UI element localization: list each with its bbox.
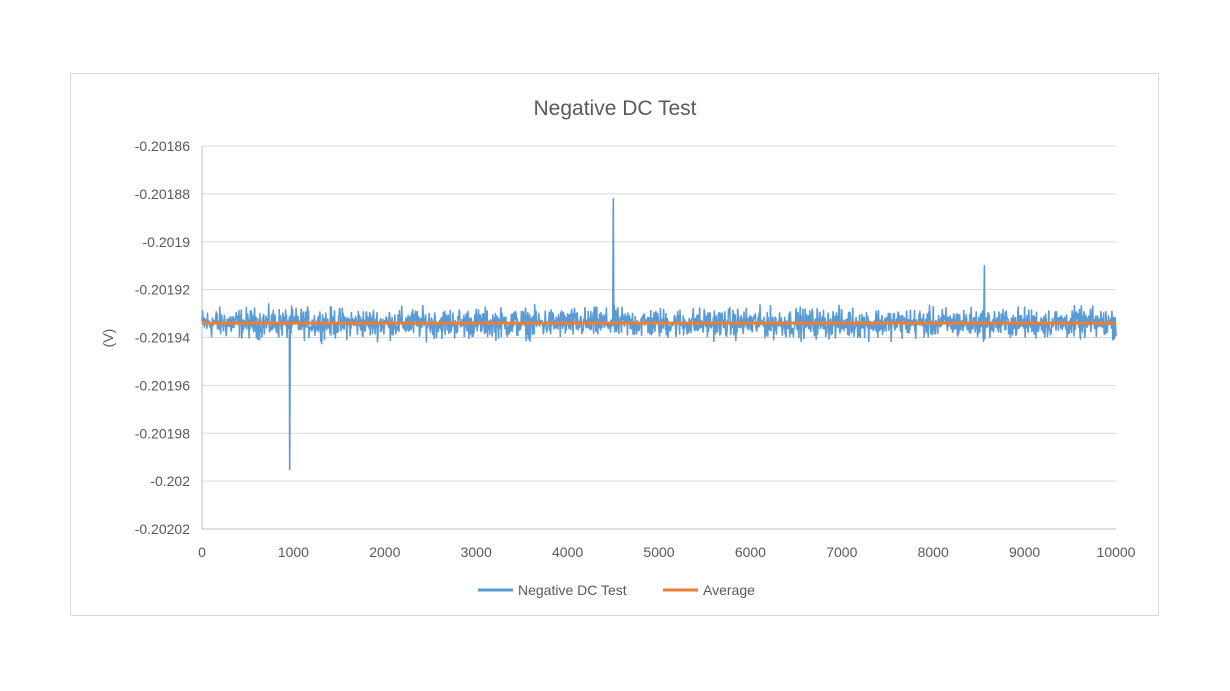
x-tick-label: 4000 <box>552 544 583 560</box>
x-tick-label: 10000 <box>1097 544 1136 560</box>
x-tick-label: 5000 <box>643 544 674 560</box>
y-tick-label: -0.20202 <box>135 521 190 537</box>
y-axis-label: (V) <box>100 329 116 348</box>
chart-frame: Negative DC Test (V) -0.20186 -0.20188 -0.… <box>70 73 1159 616</box>
legend-label-negative-dc-test: Negative DC Test <box>518 582 627 598</box>
x-tick-label: 9000 <box>1009 544 1040 560</box>
chart-svg: Negative DC Test (V) -0.20186-0.20188-0.… <box>100 97 1136 598</box>
y-tick-label: -0.20198 <box>135 425 190 441</box>
y-tick-label: -0.20196 <box>135 377 190 393</box>
x-tick-label: 0 <box>198 544 206 560</box>
y-tick-label: -0.20192 <box>135 282 190 298</box>
y-tick-label: -0.202 <box>150 473 190 489</box>
x-tick-label: 1000 <box>278 544 309 560</box>
x-tick-label: 3000 <box>461 544 492 560</box>
y-tick-label: -0.20186 <box>135 138 190 154</box>
x-tick-label: 6000 <box>735 544 766 560</box>
x-tick-label: 8000 <box>918 544 949 560</box>
y-tick-labels: -0.20186 -0.20188 -0.2019 -0.20192 -0.20194 -… <box>135 138 190 537</box>
series-layer <box>201 197 1117 470</box>
y-tick-label: -0.2019 <box>143 234 191 250</box>
series-line-negative-dc-test <box>201 197 1117 470</box>
x-tick-labels: 0 1000 2000 3000 4000 5000 6000 7000 8000 9000 100… <box>198 544 1136 560</box>
chart-title: Negative DC Test <box>533 97 696 120</box>
x-tick-label: 7000 <box>826 544 857 560</box>
grid-layer <box>201 145 1116 530</box>
legend-label-average: Average <box>703 582 755 598</box>
y-tick-label: -0.20188 <box>135 186 190 202</box>
y-tick-label: -0.20194 <box>135 330 190 346</box>
x-tick-label: 2000 <box>369 544 400 560</box>
legend: Negative DC Test Average <box>478 582 755 598</box>
